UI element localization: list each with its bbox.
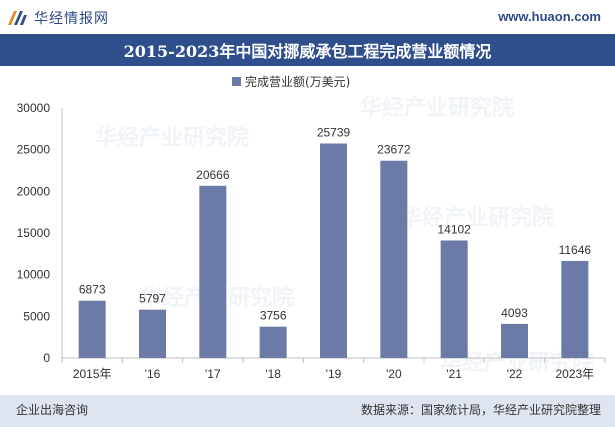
bar-data-label: 5797 <box>139 292 166 306</box>
chart-area: 0 5000 10000 15000 20000 25000 30000 6873 2015年 5… <box>0 90 615 390</box>
legend-swatch <box>232 77 241 86</box>
y-tick-label: 10000 <box>17 268 51 282</box>
bar-data-label: 14102 <box>437 222 471 236</box>
bar <box>561 260 589 358</box>
chart-legend: 完成营业额(万美元) <box>232 73 350 90</box>
title-band: 2015-2023年中国对挪威承包工程完成营业额情况 <box>0 34 615 66</box>
bar <box>320 143 347 358</box>
x-tick-label: '17 <box>205 367 221 381</box>
x-tick-label: '19 <box>326 367 342 381</box>
bar <box>139 309 166 358</box>
footer-left-text: 企业出海咨询 <box>16 403 89 417</box>
chart-title: 2015-2023年中国对挪威承包工程完成营业额情况 <box>123 42 492 61</box>
bar <box>440 240 468 358</box>
y-tick-label: 15000 <box>17 226 51 240</box>
x-tick-label: '16 <box>145 367 161 381</box>
bar-data-label: 23672 <box>377 143 411 157</box>
y-tick-label: 5000 <box>23 309 50 323</box>
bar-data-label: 25739 <box>317 126 351 140</box>
legend-label: 完成营业额(万美元) <box>245 75 351 89</box>
y-tick-label: 25000 <box>17 143 51 157</box>
x-tick-label: '22 <box>507 367 523 381</box>
brand-name: 华经情报网 <box>34 11 109 27</box>
x-tick-label: 2023年 <box>555 367 594 381</box>
bar-data-label: 11646 <box>559 243 592 257</box>
bar-data-label: 4093 <box>501 306 528 320</box>
x-tick-label: '20 <box>386 367 402 381</box>
bar-data-label: 6873 <box>79 283 106 297</box>
footer-source-text: 数据来源：国家统计局，华经产业研究院整理 <box>360 403 601 417</box>
brand[interactable]: 华经情报网 <box>6 8 109 28</box>
bar-data-label: 3756 <box>260 309 287 323</box>
bar <box>78 300 106 358</box>
bar <box>259 326 287 358</box>
footer: 企业出海咨询 数据来源：国家统计局，华经产业研究院整理 <box>0 395 615 427</box>
huajing-logo-icon <box>6 9 28 27</box>
x-tick-label: '21 <box>446 367 462 381</box>
y-tick-label: 30000 <box>17 101 51 115</box>
top-bar: 华经情报网 www.huaon.com <box>0 0 615 34</box>
y-tick-label: 20000 <box>17 184 51 198</box>
x-tick-label: '18 <box>265 367 281 381</box>
site-url-link[interactable]: www.huaon.com <box>498 9 601 24</box>
x-tick-label: 2015年 <box>73 367 112 381</box>
bar-data-label: 20666 <box>196 168 230 182</box>
bar <box>501 323 528 358</box>
y-tick-label: 0 <box>43 351 50 365</box>
bar-chart: 0 5000 10000 15000 20000 25000 30000 6873 2015年 5… <box>17 101 606 381</box>
bar <box>380 160 408 358</box>
bar <box>199 185 227 358</box>
